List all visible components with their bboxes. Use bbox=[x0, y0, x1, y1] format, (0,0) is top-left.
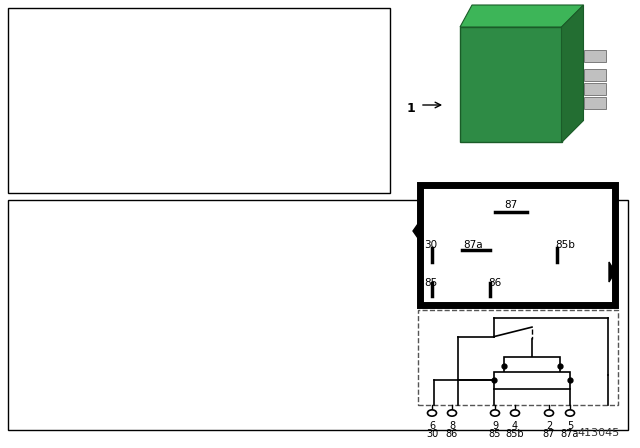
Text: 5: 5 bbox=[567, 421, 573, 431]
Polygon shape bbox=[609, 262, 615, 282]
Bar bbox=[584, 50, 605, 62]
Text: 87: 87 bbox=[504, 200, 517, 210]
Text: 85: 85 bbox=[489, 429, 501, 439]
Text: 6: 6 bbox=[429, 421, 435, 431]
Bar bbox=[420, 185, 615, 305]
Text: 8: 8 bbox=[449, 421, 455, 431]
Text: 85b: 85b bbox=[506, 429, 524, 439]
Bar bbox=[494, 372, 570, 389]
Bar bbox=[584, 69, 605, 81]
Polygon shape bbox=[561, 5, 584, 142]
Text: 1: 1 bbox=[406, 103, 415, 116]
Text: 86: 86 bbox=[446, 429, 458, 439]
Bar bbox=[584, 97, 605, 109]
Bar bbox=[418, 310, 618, 405]
Bar bbox=[8, 8, 390, 193]
Text: 87a: 87a bbox=[561, 429, 579, 439]
Polygon shape bbox=[413, 221, 420, 241]
Text: 87a: 87a bbox=[463, 240, 483, 250]
Text: 30: 30 bbox=[426, 429, 438, 439]
Text: 2: 2 bbox=[546, 421, 552, 431]
Text: 30: 30 bbox=[424, 240, 437, 250]
Bar bbox=[504, 358, 560, 374]
Bar bbox=[8, 200, 628, 430]
Text: 4: 4 bbox=[512, 421, 518, 431]
Text: 86: 86 bbox=[488, 278, 501, 288]
Text: 87: 87 bbox=[543, 429, 555, 439]
Bar bbox=[584, 83, 605, 95]
Text: 9: 9 bbox=[492, 421, 498, 431]
Polygon shape bbox=[460, 5, 584, 27]
Text: 85b: 85b bbox=[555, 240, 575, 250]
Text: 413045: 413045 bbox=[578, 428, 620, 438]
Text: 85: 85 bbox=[424, 278, 437, 288]
Bar bbox=[460, 27, 561, 142]
